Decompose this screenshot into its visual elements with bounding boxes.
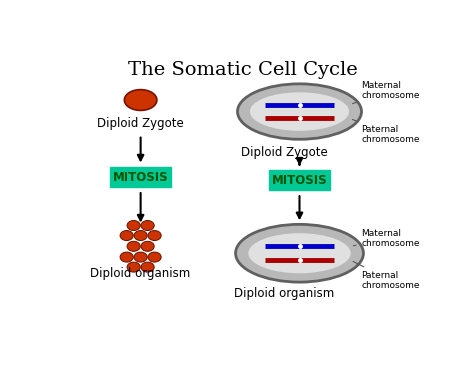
Text: Maternal
chromosome: Maternal chromosome <box>353 81 420 104</box>
Ellipse shape <box>148 252 161 262</box>
Ellipse shape <box>134 252 147 262</box>
Ellipse shape <box>248 233 351 273</box>
Ellipse shape <box>237 84 362 139</box>
Text: Diploid organism: Diploid organism <box>91 267 191 280</box>
Ellipse shape <box>250 92 349 131</box>
Ellipse shape <box>124 90 157 110</box>
Ellipse shape <box>127 220 140 231</box>
Text: MITOSIS: MITOSIS <box>113 170 168 184</box>
Text: Diploid Zygote: Diploid Zygote <box>97 117 184 130</box>
Ellipse shape <box>141 262 154 272</box>
Ellipse shape <box>120 231 133 241</box>
Text: Diploid organism: Diploid organism <box>234 287 334 300</box>
Ellipse shape <box>134 231 147 241</box>
Ellipse shape <box>127 241 140 251</box>
FancyBboxPatch shape <box>110 167 171 187</box>
Text: Paternal
chromosome: Paternal chromosome <box>353 261 420 290</box>
Text: MITOSIS: MITOSIS <box>272 174 328 187</box>
Text: Diploid Zygote: Diploid Zygote <box>241 146 328 159</box>
Ellipse shape <box>141 241 154 251</box>
Text: Maternal
chromosome: Maternal chromosome <box>354 228 420 248</box>
FancyBboxPatch shape <box>269 170 330 190</box>
Ellipse shape <box>141 220 154 231</box>
Ellipse shape <box>127 262 140 272</box>
Ellipse shape <box>120 252 133 262</box>
Ellipse shape <box>236 224 364 282</box>
Text: The Somatic Cell Cycle: The Somatic Cell Cycle <box>128 61 358 79</box>
Ellipse shape <box>148 231 161 241</box>
Text: Paternal
chromosome: Paternal chromosome <box>353 119 420 144</box>
